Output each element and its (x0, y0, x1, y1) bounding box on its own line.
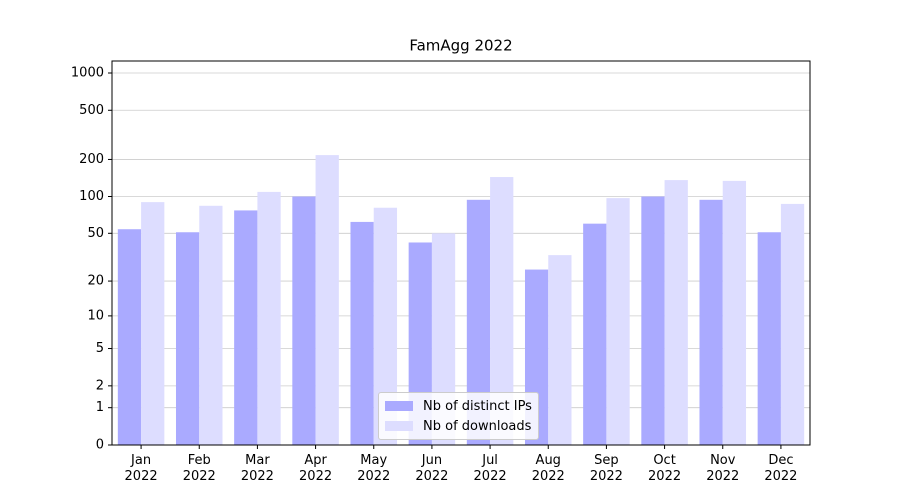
x-tick-label: Sep 2022 (589, 453, 623, 484)
bar (664, 180, 688, 445)
legend-swatch (385, 421, 413, 431)
bar (175, 232, 200, 445)
x-tick-label: Aug 2022 (531, 453, 565, 484)
x-tick-label: May 2022 (357, 453, 391, 484)
bar (234, 210, 258, 445)
bar (315, 155, 339, 445)
x-tick-label: Jun 2022 (415, 453, 449, 484)
bar (373, 207, 398, 445)
plot-frame (111, 60, 811, 446)
y-tick-label: 10 (87, 308, 104, 323)
bar (292, 196, 316, 445)
bar (757, 232, 781, 445)
legend: Nb of distinct IPs Nb of downloads (378, 392, 539, 440)
bar (699, 199, 723, 445)
x-tick-label: Feb 2022 (182, 453, 216, 484)
x-tick-label: Nov 2022 (706, 453, 740, 484)
x-tick-label: Apr 2022 (299, 453, 333, 484)
bar (350, 221, 374, 445)
bar (780, 203, 805, 445)
y-tick-label: 500 (79, 103, 104, 118)
bar (641, 196, 665, 445)
y-tick-label: 1 (96, 400, 104, 415)
legend-item: Nb of downloads (385, 416, 532, 436)
bar (722, 180, 747, 445)
legend-item: Nb of distinct IPs (385, 396, 532, 416)
bar (257, 191, 281, 445)
x-tick-label: Mar 2022 (240, 453, 274, 484)
bar (117, 229, 142, 445)
y-tick-label: 200 (79, 152, 104, 167)
bar (606, 198, 630, 445)
x-tick-label: Dec 2022 (764, 453, 798, 484)
y-tick-label: 5 (96, 341, 104, 356)
y-tick-label: 50 (87, 226, 104, 241)
chart-title: FamAgg 2022 (409, 37, 512, 55)
y-tick-label: 2 (96, 378, 104, 393)
bar (141, 202, 165, 445)
x-tick-label: Oct 2022 (648, 453, 682, 484)
y-tick-label: 0 (96, 438, 104, 453)
y-tick-label: 1000 (71, 66, 104, 81)
legend-label: Nb of downloads (423, 418, 532, 434)
bar (548, 255, 572, 445)
legend-swatch (385, 401, 413, 411)
bar (583, 223, 607, 445)
bar (199, 205, 223, 445)
y-tick-label: 100 (79, 189, 104, 204)
bar (490, 177, 514, 445)
x-tick-label: Jan 2022 (124, 453, 158, 484)
x-tick-label: Jul 2022 (473, 453, 507, 484)
y-tick-label: 20 (87, 274, 104, 289)
bar (466, 199, 491, 445)
legend-label: Nb of distinct IPs (423, 398, 532, 414)
